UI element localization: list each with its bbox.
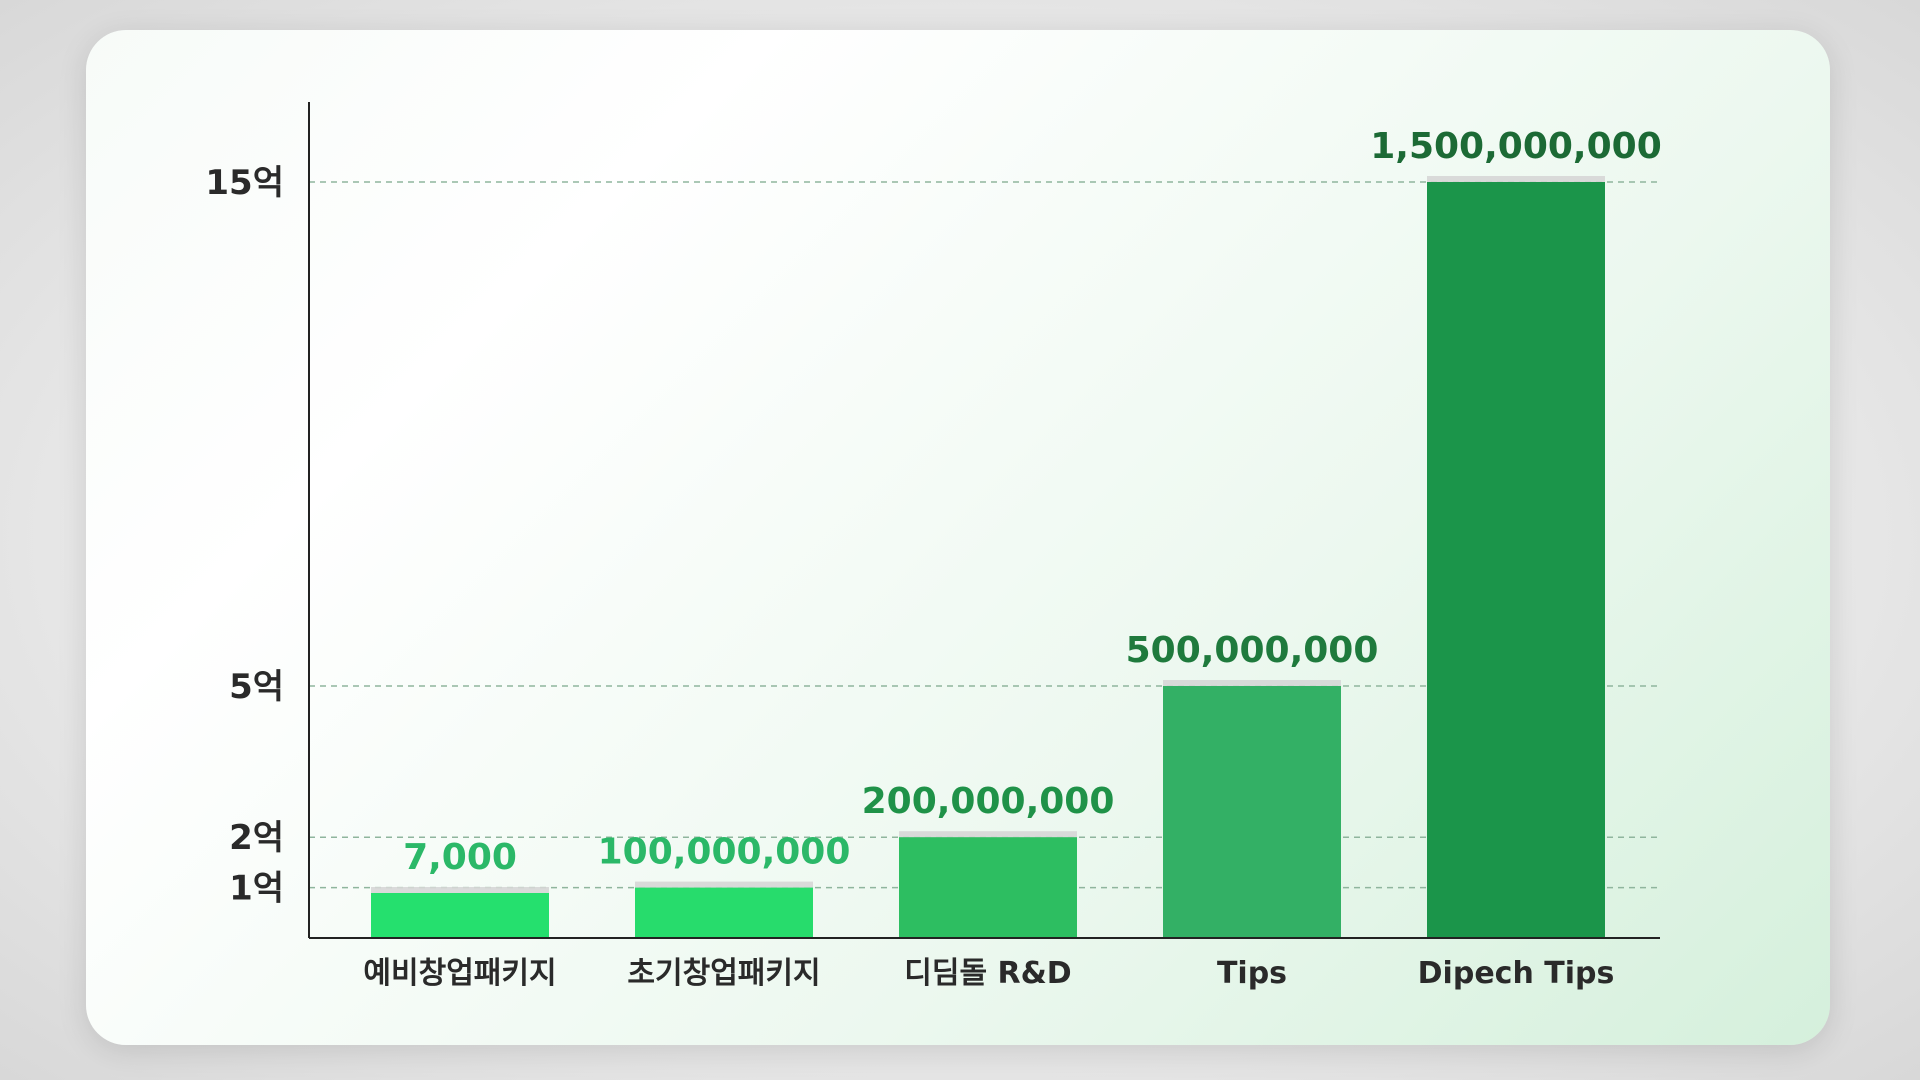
axes	[308, 102, 1660, 939]
bar	[1163, 686, 1341, 938]
bar	[635, 887, 813, 938]
x-tick-label: Tips	[1217, 956, 1287, 991]
bar-top-shadow	[899, 831, 1077, 840]
bar	[371, 893, 549, 938]
data-label: 7,000	[403, 837, 517, 878]
y-tick-label: 2억	[229, 818, 284, 858]
data-label: 200,000,000	[862, 781, 1115, 822]
y-tick-label: 15억	[205, 163, 284, 203]
bar	[899, 837, 1077, 938]
data-label: 100,000,000	[598, 832, 851, 873]
x-tick-label: 디딤돌 R&D	[904, 956, 1071, 991]
y-tick-label: 1억	[229, 869, 284, 909]
x-tick-label: 예비창업패키지	[363, 956, 556, 991]
data-label: 500,000,000	[1126, 630, 1379, 671]
y-tick-label: 5억	[229, 667, 284, 707]
x-tick-label: 초기창업패키지	[627, 956, 820, 991]
data-label: 1,500,000,000	[1370, 126, 1662, 167]
x-tick-label: Dipech Tips	[1418, 956, 1615, 991]
y-tick-labels: 1억 2억 5억 15억	[205, 163, 284, 909]
bar	[1427, 182, 1605, 938]
bars	[371, 176, 1605, 938]
bar-top-shadow	[371, 887, 549, 895]
value-labels: 7,000 100,000,000 200,000,000 500,000,000 1,…	[403, 126, 1662, 878]
bar-top-shadow	[1427, 176, 1605, 184]
bar-top-shadow	[635, 881, 813, 890]
x-tick-labels: 예비창업패키지 초기창업패키지 디딤돌 R&D Tips Dipech Tips	[363, 956, 1614, 991]
bar-top-shadow	[1163, 680, 1341, 688]
